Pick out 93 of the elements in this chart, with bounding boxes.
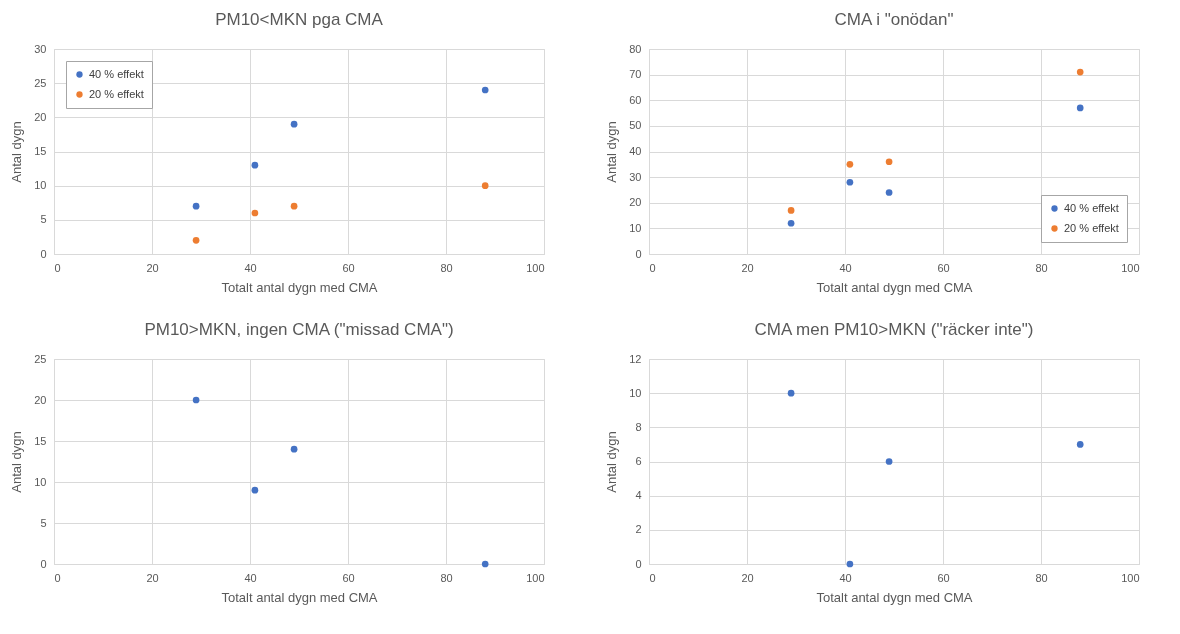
point [846, 160, 854, 168]
x-tick-label: 0 [649, 261, 656, 274]
y-tick-label: 8 [635, 420, 642, 433]
x-tick-label: 0 [649, 571, 656, 584]
x-tick-label: 100 [1121, 261, 1140, 274]
x-tick-label: 40 [244, 261, 257, 274]
point [251, 161, 259, 169]
point [192, 396, 200, 404]
y-tick-label: 25 [34, 76, 47, 89]
point [481, 182, 489, 190]
y-tick-label: 70 [629, 68, 642, 81]
y-tick-label: 5 [40, 516, 47, 529]
x-tick-label: 60 [937, 571, 950, 584]
y-tick-label: 4 [635, 489, 642, 502]
legend-label: 40 % effekt [89, 67, 144, 80]
y-tick-label: 10 [629, 386, 642, 399]
legend-label: 20 % effekt [89, 87, 144, 100]
x-tick-label: 100 [1121, 571, 1140, 584]
chart-title: PM10>MKN, ingen CMA ("missad CMA") [144, 320, 454, 339]
y-tick-label: 10 [34, 179, 47, 192]
y-axis-title: Antal dygn [604, 121, 620, 183]
y-tick-label: 20 [629, 196, 642, 209]
y-tick-label: 30 [34, 42, 47, 55]
point [1076, 68, 1084, 76]
x-tick-label: 20 [741, 261, 754, 274]
y-tick-label: 25 [34, 352, 47, 365]
point [885, 458, 893, 465]
point [1076, 441, 1084, 448]
y-tick-label: 5 [40, 213, 47, 226]
y-tick-label: 15 [34, 145, 47, 157]
point [290, 445, 298, 453]
point [481, 560, 489, 568]
y-tick-label: 2 [635, 523, 642, 536]
x-tick-label: 80 [1035, 261, 1048, 274]
y-tick-label: 20 [34, 110, 47, 123]
legend-label: 20 % effekt [1064, 221, 1119, 234]
y-tick-label: 60 [629, 93, 642, 106]
x-tick-label: 0 [54, 571, 61, 584]
y-tick-label: 0 [40, 557, 47, 570]
chart-title: CMA men PM10>MKN ("räcker inte") [754, 320, 1034, 339]
x-axis-title: Totalt antal dygn med CMA [221, 279, 378, 295]
x-tick-label: 20 [741, 571, 754, 584]
point [1076, 104, 1084, 112]
x-tick-label: 60 [342, 571, 355, 584]
point [192, 202, 200, 210]
y-tick-label: 12 [629, 352, 642, 365]
x-tick-label: 60 [342, 261, 355, 274]
x-tick-label: 40 [244, 571, 257, 584]
point [251, 486, 259, 494]
x-tick-label: 20 [146, 571, 159, 584]
point [885, 189, 893, 196]
point [787, 389, 795, 397]
x-axis-title: Totalt antal dygn med CMA [221, 589, 378, 605]
y-tick-label: 30 [629, 170, 642, 183]
x-tick-label: 100 [526, 571, 545, 584]
y-tick-label: 50 [629, 119, 642, 132]
x-axis-title: Totalt antal dygn med CMA [816, 279, 973, 295]
y-axis-title: Antal dygn [9, 121, 25, 183]
y-tick-label: 40 [629, 145, 642, 157]
x-tick-label: 80 [440, 571, 453, 584]
point [846, 178, 854, 186]
point [787, 219, 795, 227]
point [251, 209, 259, 217]
y-tick-label: 80 [629, 42, 642, 55]
point [846, 560, 854, 568]
x-tick-label: 100 [526, 261, 545, 274]
x-tick-label: 80 [1035, 571, 1048, 584]
point [290, 202, 298, 210]
point [290, 120, 298, 128]
point [885, 158, 893, 166]
x-tick-label: 0 [54, 261, 61, 274]
point [481, 86, 489, 94]
x-tick-label: 40 [839, 571, 852, 584]
y-tick-label: 10 [34, 475, 47, 488]
legend-label: 40 % effekt [1064, 201, 1119, 214]
point [787, 207, 795, 214]
y-axis-title: Antal dygn [9, 431, 25, 493]
chart-title: PM10<MKN pga CMA [215, 10, 384, 29]
x-tick-label: 20 [146, 261, 159, 274]
x-tick-label: 80 [440, 261, 453, 274]
y-tick-label: 20 [34, 393, 47, 406]
y-tick-label: 15 [34, 434, 47, 447]
x-axis-title: Totalt antal dygn med CMA [816, 589, 973, 605]
point [192, 236, 200, 244]
y-tick-label: 6 [635, 455, 642, 467]
y-tick-label: 0 [635, 247, 642, 260]
x-tick-label: 40 [839, 261, 852, 274]
y-axis-title: Antal dygn [604, 431, 620, 493]
x-tick-label: 60 [937, 261, 950, 274]
y-tick-label: 0 [635, 557, 642, 570]
chart-title: CMA i "onödan" [834, 10, 954, 29]
y-tick-label: 0 [40, 247, 47, 260]
y-tick-label: 10 [629, 221, 642, 234]
